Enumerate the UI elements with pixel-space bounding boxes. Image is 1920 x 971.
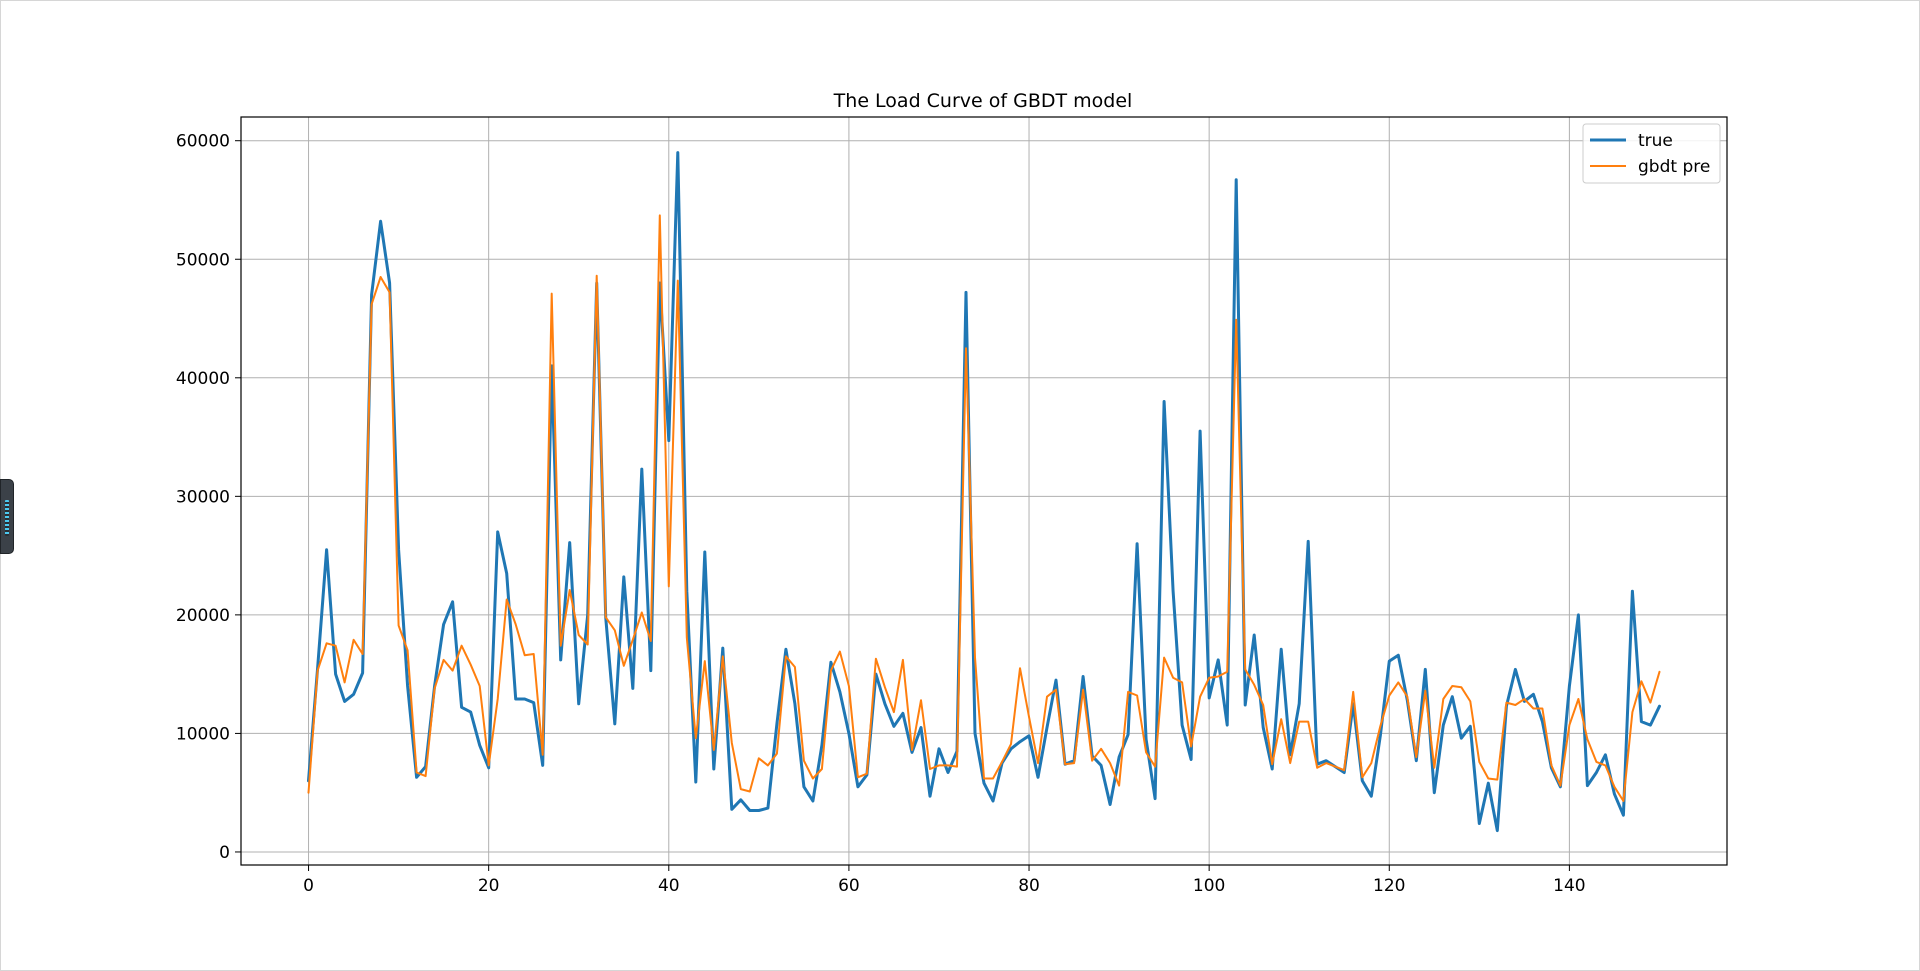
x-tick-label: 20	[478, 876, 500, 896]
x-tick-label: 0	[303, 876, 314, 896]
y-tick-label: 30000	[176, 487, 230, 507]
x-tick-label: 60	[838, 876, 860, 896]
x-axis-ticks: 0 20 40 60 80 100 120 140	[303, 865, 1586, 896]
level-meter-icon	[5, 500, 9, 536]
chart-title: The Load Curve of GBDT model	[833, 90, 1133, 112]
y-tick-label: 40000	[176, 369, 230, 389]
x-tick-label: 80	[1018, 876, 1040, 896]
y-tick-label: 60000	[176, 132, 230, 152]
legend-label-gbdt-pre: gbdt pre	[1638, 157, 1710, 177]
y-tick-label: 0	[219, 843, 230, 863]
series-line-true	[307, 151, 1661, 833]
x-tick-label: 40	[658, 876, 680, 896]
series-layer	[307, 151, 1661, 833]
side-panel-handle[interactable]	[0, 479, 14, 554]
legend-label-true: true	[1638, 131, 1673, 151]
y-tick-label: 20000	[176, 606, 230, 626]
legend: true gbdt pre	[1582, 123, 1721, 184]
series-line-gbdt-pre	[307, 214, 1661, 802]
y-tick-label: 10000	[176, 724, 230, 744]
x-tick-label: 140	[1553, 876, 1585, 896]
y-axis-ticks: 0 10000 20000 30000 40000 50000 60000	[176, 132, 241, 863]
x-tick-label: 120	[1373, 876, 1405, 896]
plot-frame	[240, 116, 1728, 866]
x-tick-label: 100	[1193, 876, 1225, 896]
y-tick-label: 50000	[176, 250, 230, 270]
